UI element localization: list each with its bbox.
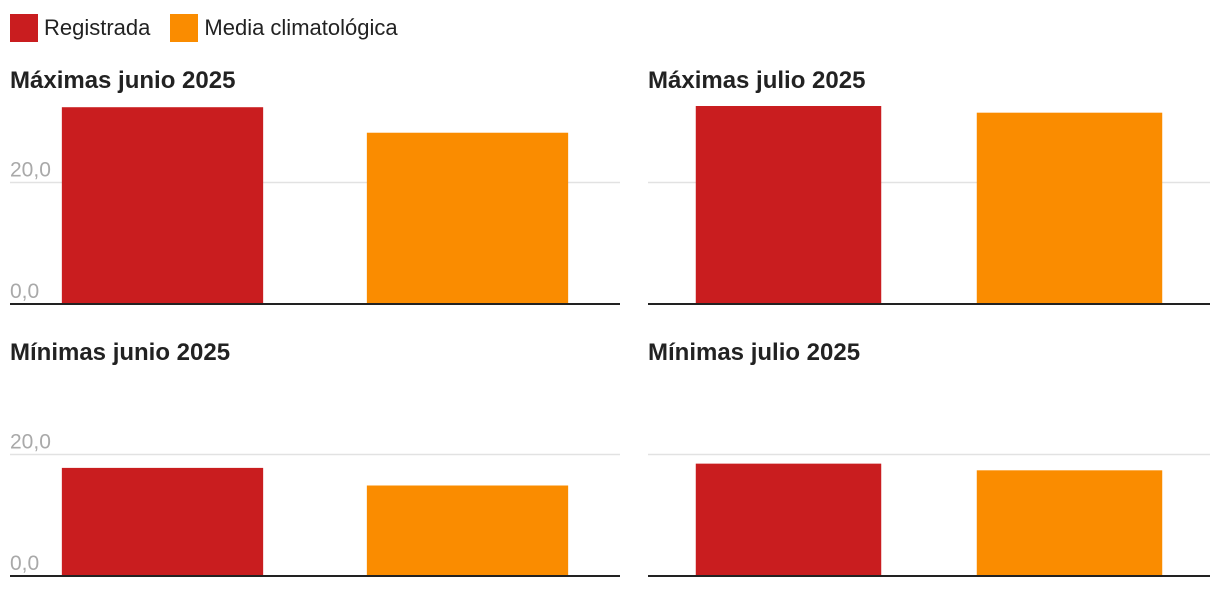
bar-chart-minimas-julio <box>648 453 1210 577</box>
y-tick-label: 20,0 <box>10 431 51 454</box>
chart-title: Mínimas julio 2025 <box>648 339 861 366</box>
legend-swatch-media-climatologica <box>170 14 199 42</box>
legend-label-media-climatologica: Media climatológica <box>204 15 398 40</box>
legend-label-registrada: Registrada <box>44 15 151 40</box>
bar-media-climatologica <box>976 112 1163 304</box>
chart-panel-maximas-julio: Máximas julio 2025 <box>648 66 1220 338</box>
bar-chart-maximas-julio <box>648 106 1210 305</box>
chart-title: Máximas julio 2025 <box>648 67 866 94</box>
legend-swatch-registrada <box>10 14 38 42</box>
y-tick-label: 0,0 <box>10 280 39 303</box>
chart-title: Mínimas junio 2025 <box>10 339 231 366</box>
bar-registrada <box>695 463 882 576</box>
y-tick-label: 20,0 <box>10 159 51 182</box>
legend-item-media-climatologica: Media climatológica <box>170 14 398 42</box>
legend-item-registrada: Registrada <box>10 14 150 42</box>
bar-chart-maximas-junio: 0,0 20,0 <box>10 107 620 305</box>
chart-title: Máximas junio 2025 <box>10 67 236 94</box>
y-tick-label: 0,0 <box>10 552 39 575</box>
bar-media-climatologica <box>366 132 569 304</box>
chart-panel-maximas-junio: Máximas junio 2025 0,0 20,0 <box>10 66 620 338</box>
bar-registrada <box>695 106 882 304</box>
legend: Registrada Media climatológica <box>10 14 418 42</box>
bar-media-climatologica <box>976 470 1163 576</box>
chart-panel-minimas-julio: Mínimas julio 2025 <box>648 338 1220 610</box>
bar-registrada <box>61 107 264 304</box>
bar-chart-minimas-junio: 0,0 20,0 <box>10 431 620 577</box>
chart-panel-minimas-junio: Mínimas junio 2025 0,0 20,0 <box>10 338 620 610</box>
bar-registrada <box>61 467 264 576</box>
bar-media-climatologica <box>366 485 569 576</box>
